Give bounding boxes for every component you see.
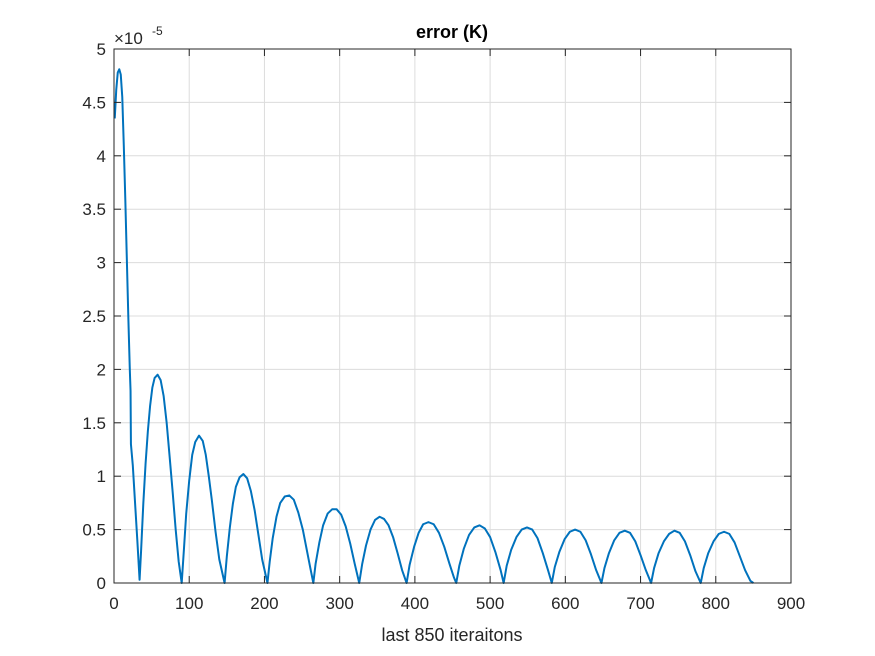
- x-tick-label: 800: [702, 594, 730, 613]
- x-axis-label: last 850 iteraitons: [381, 625, 522, 645]
- chart-title: error (K): [416, 22, 488, 42]
- y-tick-label: 4.5: [82, 93, 106, 112]
- y-tick-label: 4: [97, 147, 106, 166]
- x-tick-label: 0: [109, 594, 118, 613]
- x-tick-label: 300: [325, 594, 353, 613]
- y-tick-label: 0.5: [82, 521, 106, 540]
- y-exponent-power: -5: [152, 24, 163, 38]
- y-tick-labels: 0 0.5 1 1.5 2 2.5 3 3.5 4 4.5 5: [82, 40, 106, 593]
- y-tick-label: 3.5: [82, 200, 106, 219]
- series-line: [113, 68, 754, 584]
- x-tick-labels: 0 100 200 300 400 500 600 700 800 900: [109, 594, 805, 613]
- y-tick-label: 2: [97, 360, 106, 379]
- y-tick-label: 5: [97, 40, 106, 59]
- x-tick-label: 400: [401, 594, 429, 613]
- x-tick-label: 100: [175, 594, 203, 613]
- grid-lines: [114, 49, 791, 583]
- y-exponent-base: ×10: [114, 29, 143, 48]
- y-exponent-label: ×10 -5: [114, 24, 163, 48]
- y-tick-label: 1.5: [82, 414, 106, 433]
- x-tick-label: 900: [777, 594, 805, 613]
- y-tick-label: 3: [97, 254, 106, 273]
- y-tick-label: 1: [97, 467, 106, 486]
- y-tick-label: 2.5: [82, 307, 106, 326]
- tick-marks: [113, 48, 792, 584]
- x-tick-label: 600: [551, 594, 579, 613]
- x-tick-label: 200: [250, 594, 278, 613]
- y-tick-label: 0: [97, 574, 106, 593]
- x-tick-label: 500: [476, 594, 504, 613]
- series-layer: [113, 68, 754, 584]
- x-tick-label: 700: [626, 594, 654, 613]
